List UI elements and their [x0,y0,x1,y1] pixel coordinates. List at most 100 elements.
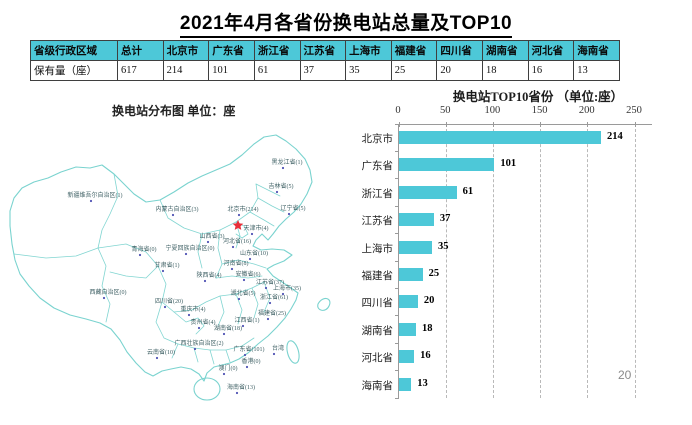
map-marker-dot [222,372,226,376]
table-data-cell: 13 [573,60,620,81]
gridline [540,124,542,398]
hainan-island [193,377,221,401]
map-marker-dot [250,232,254,236]
taiwan-island [286,340,300,364]
map-province-label: 陕西省(4) [197,271,222,279]
table-data-cell: 61 [253,60,301,81]
category-tick-mark [395,260,399,262]
map-province-label: 浙江省(61) [260,293,288,301]
bar-row: 江苏省 37 [362,206,635,233]
map-province-label: 贵州省(4) [191,318,216,326]
map-province-label: 河北省(16) [223,237,251,245]
table-header-cell: 省级行政区域 [30,40,118,61]
map-province-label: 香港(0) [242,357,261,365]
table-data-cell: 25 [390,60,438,81]
map-province-label: 安徽省(6) [236,270,261,278]
map-province-label: 辽宁省(5) [281,204,306,212]
map-marker-dot [237,213,241,217]
axis-tick-mark [587,122,589,127]
map-marker-dot [203,279,207,283]
x-axis-tick-label: 100 [484,105,501,116]
x-axis-line [398,124,652,125]
map-province-label: 青海省(0) [132,245,157,253]
category-tick-mark [395,287,399,289]
map-province-label: 山西省(3) [200,232,225,240]
map-province-label: 云南省(10) [147,348,175,356]
map-marker-dot [231,245,235,249]
bar [399,185,457,199]
map-province-label: 湖北省(5) [231,289,256,297]
map-province-label: 宁夏回族自治区(0) [166,244,215,252]
map-marker-dot [161,269,165,273]
map-province-label: 黑龙江省(1) [272,158,303,166]
bar-category-label: 上海市 [361,243,394,255]
bar-value-label: 101 [500,158,517,170]
province-borders [13,173,285,365]
bar-value-label: 20 [423,295,435,307]
table-header-cell: 福建省 [390,40,438,61]
bar-value-label: 18 [421,322,433,334]
bar-row: 浙江省 61 [362,179,635,206]
bar-category-label: 河北省 [361,353,394,365]
bar-value-label: 25 [428,267,440,279]
map-province-label: 上海市(35) [273,284,301,292]
map-marker-dot [171,213,175,217]
map-marker-dot [187,313,191,317]
table-header-cell: 浙江省 [253,40,301,61]
map-province-label: 台湾 [272,344,284,352]
map-province-label: 内蒙古自治区(3) [156,205,199,213]
table-header-cell: 四川省 [436,40,483,61]
bar-category-label: 四川省 [361,298,394,310]
bar-row: 湖南省 18 [362,316,635,343]
china-outline [9,134,313,382]
table-data-cell: 16 [527,60,575,81]
map-province-label: 天津市(4) [244,224,269,232]
bar [399,213,434,227]
bar-row: 上海市 35 [362,234,635,261]
axis-tick-mark [634,122,636,127]
table-header-cell: 江苏省 [299,40,347,61]
map-province-label: 海南省(13) [227,383,255,391]
map-marker-dot [222,332,226,336]
map-province-label: 甘肃省(1) [155,261,180,269]
map-marker-dot [242,278,246,282]
bar-category-label: 海南省 [361,380,394,392]
table-data-cell: 101 [208,60,255,81]
map-province-label: 澳门(0) [219,364,238,372]
title-bar: 2021年4月各省份换电站总量及TOP10 [0,8,692,38]
map-province-label: 北京市(214) [228,205,259,213]
category-tick-mark [395,397,399,399]
map-province-label: 江西省(1) [235,316,260,324]
map-marker-dot [287,212,291,216]
table-header-cell: 广东省 [208,40,255,61]
china-map-svg: 新疆维吾尔自治区(1) 黑龙江省(1) 吉林省(5) 辽宁省(5) 内蒙古自治区(3) 北… [9,134,331,401]
bar-category-label: 福建省 [361,270,394,282]
bar-category-label: 浙江省 [361,188,394,200]
table-header-row: 省级行政区域 总计 北京市 广东省 浙江省 江苏省 上海市 福建省 四川省 湖南省 河北省 海南省 [30,40,620,61]
bar-row: 海南省 13 [362,371,635,398]
map-marker-dot [155,356,159,360]
table-header-cell: 海南省 [573,40,620,61]
bar-category-label: 广东省 [361,161,394,173]
map-marker-dot [235,391,239,395]
page-number: 20 [618,368,632,382]
map-province-label: 江苏省(37) [256,278,284,286]
bar-plot: 北京市 214 广东省 101 浙江省 61 江苏省 37 上海市 35 福建省 25 四川省 20 湖南省… [362,122,636,399]
category-tick-mark [395,315,399,317]
bar-category-label: 江苏省 [361,216,394,228]
x-axis-tick-label: 200 [578,105,595,116]
map-province-label: 湖南省(18) [214,324,242,332]
bar-chart-section: 换电站TOP10省份 （单位:座） 0 50 100 150 200 250 北京市 214… [352,86,692,421]
map-province-label: 重庆市(4) [181,305,206,313]
map-province-label: 四川省(20) [155,297,183,305]
gridline [587,124,589,398]
category-tick-mark [395,233,399,235]
table-header-cell: 湖南省 [482,40,529,61]
map-province-label: 山东省(10) [240,249,268,257]
map-province-label: 新疆维吾尔自治区(1) [68,191,123,199]
map-marker-dot [197,326,201,330]
bar [399,158,495,172]
coastal-squiggle [317,298,331,311]
map-province-label: 河南省(8) [224,259,249,267]
map-marker-dot [206,240,210,244]
